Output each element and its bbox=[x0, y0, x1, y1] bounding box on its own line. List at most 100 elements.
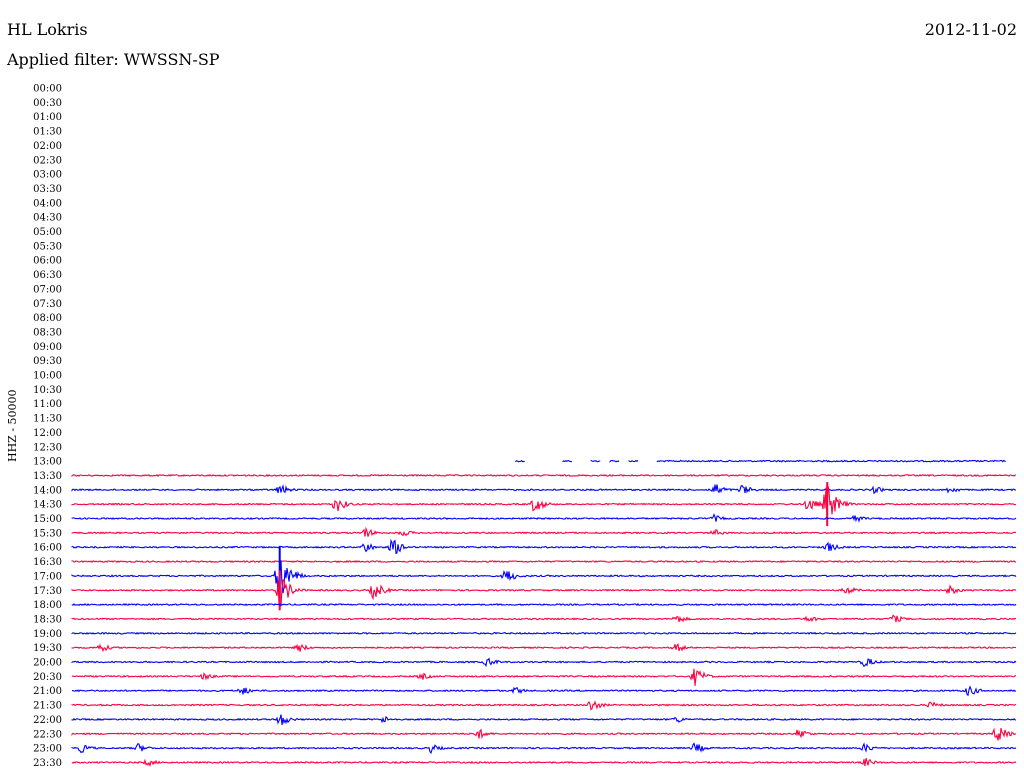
time-tick-label: 18:30 bbox=[33, 614, 62, 625]
time-axis-labels: 00:00 00:30 01:00 01:30 02:00 02:30 03:00 03:30… bbox=[33, 84, 62, 769]
trace-row bbox=[71, 473, 1017, 478]
trace-line bbox=[71, 631, 1017, 635]
time-tick-label: 13:00 bbox=[33, 457, 62, 468]
filter-label: Applied filter: WWSSN-SP bbox=[7, 50, 220, 69]
time-tick-label: 05:30 bbox=[33, 241, 62, 252]
trace-line bbox=[71, 559, 1017, 564]
trace-line bbox=[71, 538, 1017, 555]
trace-row bbox=[71, 570, 1017, 611]
time-tick-label: 12:30 bbox=[33, 442, 62, 453]
time-tick-label: 11:00 bbox=[33, 399, 62, 410]
trace-row bbox=[71, 513, 1017, 523]
trace-row bbox=[71, 714, 1017, 726]
trace-row bbox=[71, 614, 1017, 623]
time-tick-label: 01:30 bbox=[33, 127, 62, 138]
trace-row bbox=[71, 643, 1017, 653]
trace-line bbox=[71, 668, 1016, 686]
trace-line bbox=[71, 526, 1017, 537]
trace-line bbox=[71, 685, 1017, 697]
trace-line bbox=[71, 727, 1016, 741]
trace-row bbox=[71, 700, 1017, 711]
trace-row bbox=[71, 631, 1017, 635]
time-tick-label: 05:00 bbox=[33, 227, 62, 238]
time-tick-label: 09:00 bbox=[33, 342, 62, 353]
trace-row bbox=[71, 657, 1017, 668]
time-tick-label: 07:30 bbox=[33, 299, 62, 310]
time-tick-label: 06:30 bbox=[33, 270, 62, 281]
trace-row bbox=[71, 538, 1017, 555]
trace-line bbox=[656, 459, 667, 463]
time-tick-label: 03:30 bbox=[33, 184, 62, 195]
time-tick-label: 02:30 bbox=[33, 155, 62, 166]
time-tick-label: 18:00 bbox=[33, 600, 62, 611]
time-tick-label: 10:00 bbox=[33, 371, 62, 382]
trace-line bbox=[71, 513, 1017, 523]
time-tick-label: 02:00 bbox=[33, 141, 62, 152]
time-tick-label: 12:00 bbox=[33, 428, 62, 439]
trace-line bbox=[71, 643, 1017, 653]
time-tick-label: 20:00 bbox=[33, 658, 62, 669]
trace-line bbox=[562, 460, 572, 463]
time-tick-label: 08:00 bbox=[33, 313, 62, 324]
time-tick-label: 07:00 bbox=[33, 284, 62, 295]
trace-line bbox=[71, 700, 1017, 711]
time-tick-label: 11:30 bbox=[33, 414, 62, 425]
trace-row bbox=[71, 742, 1017, 754]
trace-line bbox=[71, 485, 1017, 520]
time-tick-label: 14:30 bbox=[33, 500, 62, 511]
trace-line bbox=[71, 602, 1017, 607]
time-tick-label: 19:00 bbox=[33, 629, 62, 640]
trace-line bbox=[628, 459, 639, 463]
trace-line bbox=[71, 484, 1017, 495]
time-tick-label: 17:30 bbox=[33, 586, 62, 597]
trace-line bbox=[71, 560, 1017, 594]
trace-row bbox=[515, 459, 1006, 463]
station-title: HL Lokris bbox=[7, 20, 88, 39]
trace-line bbox=[71, 742, 1017, 754]
trace-row bbox=[71, 758, 1017, 768]
trace-line bbox=[71, 579, 1017, 607]
time-tick-label: 21:30 bbox=[33, 701, 62, 712]
time-tick-label: 14:00 bbox=[33, 485, 62, 496]
trace-line bbox=[590, 459, 601, 463]
time-tick-label: 04:00 bbox=[33, 198, 62, 209]
time-tick-label: 17:00 bbox=[33, 571, 62, 582]
trace-line bbox=[71, 614, 1017, 623]
time-tick-label: 16:30 bbox=[33, 557, 62, 568]
time-tick-label: 22:00 bbox=[33, 715, 62, 726]
time-tick-label: 22:30 bbox=[33, 729, 62, 740]
trace-row bbox=[71, 602, 1017, 607]
trace-row bbox=[71, 727, 1016, 741]
time-tick-label: 16:00 bbox=[33, 543, 62, 554]
trace-line bbox=[666, 459, 1006, 463]
time-tick-label: 23:30 bbox=[33, 758, 62, 769]
trace-line bbox=[609, 460, 620, 463]
trace-line bbox=[515, 459, 525, 463]
time-tick-label: 00:30 bbox=[33, 98, 62, 109]
time-tick-label: 06:00 bbox=[33, 256, 62, 267]
time-tick-label: 21:00 bbox=[33, 686, 62, 697]
time-tick-label: 04:30 bbox=[33, 213, 62, 224]
time-tick-label: 15:00 bbox=[33, 514, 62, 525]
channel-label: HHZ - 50000 bbox=[6, 389, 19, 462]
trace-line bbox=[71, 657, 1017, 668]
time-tick-label: 08:30 bbox=[33, 327, 62, 338]
time-tick-label: 13:30 bbox=[33, 471, 62, 482]
trace-row bbox=[71, 526, 1017, 537]
trace-row bbox=[71, 685, 1017, 697]
time-tick-label: 19:30 bbox=[33, 643, 62, 654]
trace-row bbox=[71, 482, 1017, 527]
time-tick-label: 23:00 bbox=[33, 744, 62, 755]
trace-row bbox=[71, 484, 1017, 495]
time-tick-label: 10:30 bbox=[33, 385, 62, 396]
trace-line bbox=[71, 473, 1017, 478]
time-tick-label: 20:30 bbox=[33, 672, 62, 683]
trace-row bbox=[71, 559, 1017, 564]
time-tick-label: 00:00 bbox=[33, 84, 62, 95]
time-tick-label: 15:30 bbox=[33, 528, 62, 539]
time-tick-label: 01:00 bbox=[33, 112, 62, 123]
trace-line bbox=[71, 758, 1017, 768]
trace-row bbox=[71, 545, 1017, 606]
trace-row bbox=[71, 668, 1016, 686]
